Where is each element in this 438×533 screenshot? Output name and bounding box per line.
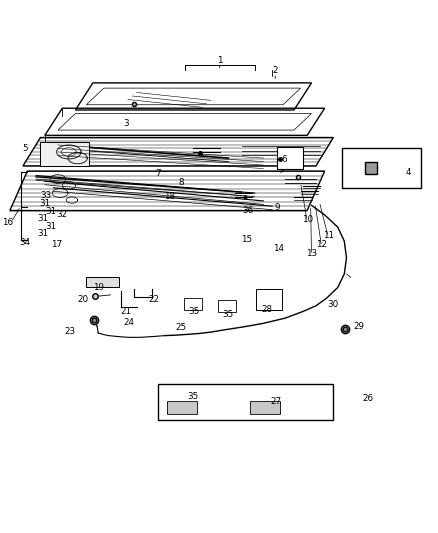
Text: 22: 22 <box>148 295 159 304</box>
Text: 30: 30 <box>326 301 337 310</box>
Text: 17: 17 <box>51 240 62 249</box>
Bar <box>158 384 332 419</box>
Text: 10: 10 <box>301 215 312 224</box>
Text: 27: 27 <box>269 397 281 406</box>
Text: 4: 4 <box>405 167 410 176</box>
Text: 11: 11 <box>322 230 333 239</box>
Text: 34: 34 <box>20 238 31 247</box>
Text: 31: 31 <box>39 199 50 208</box>
Bar <box>217 300 235 312</box>
Text: 31: 31 <box>37 229 48 238</box>
Text: 32: 32 <box>56 209 67 219</box>
Text: 35: 35 <box>222 310 233 319</box>
Text: 33: 33 <box>40 191 51 200</box>
Text: 3: 3 <box>123 119 128 128</box>
Text: 5: 5 <box>22 144 28 153</box>
Text: 28: 28 <box>261 305 272 314</box>
Text: 31: 31 <box>46 207 57 216</box>
Text: 24: 24 <box>124 318 134 327</box>
Text: 31: 31 <box>37 214 48 223</box>
Text: 7: 7 <box>155 169 160 179</box>
Bar <box>276 147 302 169</box>
Text: 35: 35 <box>187 392 198 401</box>
Text: 18: 18 <box>163 192 175 201</box>
Text: 1: 1 <box>216 55 222 64</box>
Text: 25: 25 <box>175 323 186 332</box>
Text: 31: 31 <box>46 222 57 231</box>
Bar <box>255 289 281 310</box>
Text: 16: 16 <box>2 219 13 227</box>
Text: 20: 20 <box>78 295 88 304</box>
Text: 13: 13 <box>305 249 316 258</box>
Text: 6: 6 <box>281 155 286 164</box>
Bar <box>167 401 197 414</box>
Text: 9: 9 <box>274 204 279 213</box>
Polygon shape <box>40 142 88 166</box>
Text: 8: 8 <box>178 178 184 187</box>
Text: 36: 36 <box>242 206 253 215</box>
Text: 12: 12 <box>315 240 326 249</box>
Bar <box>184 298 202 310</box>
Text: 21: 21 <box>120 307 131 316</box>
Bar <box>341 149 420 188</box>
Text: 23: 23 <box>64 327 76 336</box>
Text: 14: 14 <box>272 244 283 253</box>
Bar <box>250 401 279 414</box>
Text: 15: 15 <box>241 235 252 244</box>
Bar <box>86 278 119 287</box>
Text: 19: 19 <box>92 283 103 292</box>
Text: 35: 35 <box>188 307 200 316</box>
Text: 26: 26 <box>361 394 372 403</box>
Text: 2: 2 <box>272 66 277 75</box>
Text: 29: 29 <box>353 322 364 332</box>
